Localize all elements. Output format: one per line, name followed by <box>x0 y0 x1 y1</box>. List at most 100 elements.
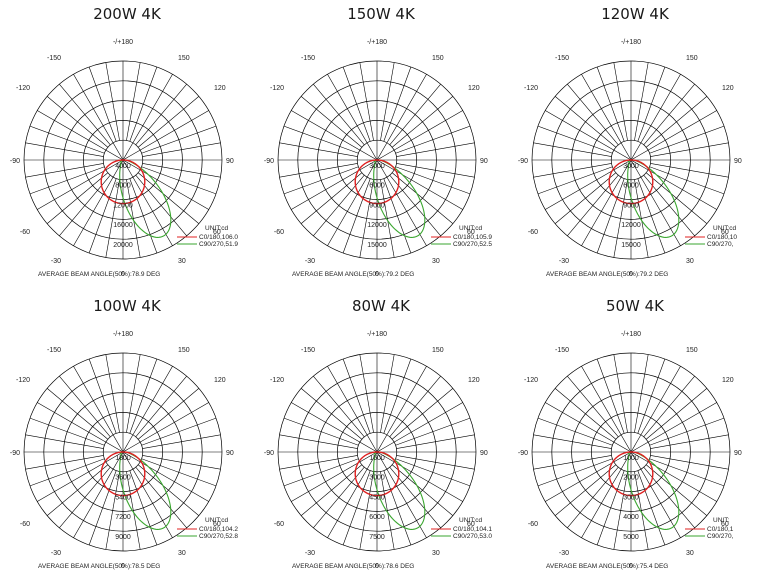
angle-label: 30 <box>432 258 440 265</box>
grid-spoke <box>376 402 463 453</box>
angle-label: -60 <box>528 229 538 236</box>
grid-spoke <box>634 62 649 141</box>
series-c0-curve <box>354 451 400 497</box>
grid-spoke <box>37 402 124 453</box>
legend-entry: C90/270,51.9 <box>199 241 238 248</box>
grid-spoke <box>383 358 412 434</box>
series-c0-curve <box>608 159 654 205</box>
radial-tick-label: 15000 <box>367 242 387 249</box>
grid-spoke <box>637 178 666 254</box>
grid-spoke <box>391 464 454 516</box>
grid-spoke <box>545 110 632 161</box>
angle-label: 90 <box>734 158 742 165</box>
polar-plot: -/+180 150 120 90 60 30 0 -30 -60 -90 -120 -150 1500… <box>264 331 493 570</box>
grid-spoke <box>300 96 363 148</box>
angle-label: -/+180 <box>621 39 641 46</box>
grid-spoke <box>376 366 427 453</box>
grid-spoke <box>300 464 363 516</box>
polar-plot: -/+180 150 120 90 60 30 0 -30 -60 -90 -120 -150 1000… <box>518 331 742 570</box>
grid-spoke <box>650 163 729 178</box>
radial-tick-label: 3000 <box>623 494 639 501</box>
angle-label: -150 <box>47 347 61 354</box>
grid-spoke <box>129 178 158 254</box>
legend-entry: C90/270,52.8 <box>199 533 238 540</box>
grid-spoke <box>596 358 625 434</box>
angle-label: -150 <box>301 55 315 62</box>
angle-label: -30 <box>305 550 315 557</box>
grid-spoke <box>376 74 427 161</box>
beam-angle-footer: AVERAGE BEAM ANGLE(50%):78.9 DEG <box>38 271 160 278</box>
polar-plot: -/+180 150 120 90 60 30 0 -30 -60 -90 -120 -150 3000… <box>264 39 493 278</box>
grid-spoke <box>650 142 729 157</box>
legend-entry: C90/270,53.0 <box>453 533 492 540</box>
grid-spoke <box>630 451 681 538</box>
angle-label: 90 <box>734 450 742 457</box>
grid-spoke <box>327 159 378 246</box>
grid-spoke <box>88 178 117 254</box>
grid-spoke <box>29 125 105 154</box>
beam-angle-footer: AVERAGE BEAM ANGLE(50%):75.4 DEG <box>546 563 668 570</box>
chart-title: 200W 4K <box>93 5 161 23</box>
chart-title: 120W 4K <box>601 5 669 23</box>
grid-spoke <box>105 354 120 433</box>
grid-spoke <box>391 96 454 148</box>
grid-spoke <box>46 464 109 516</box>
angle-label: 0 <box>629 563 633 570</box>
grid-spoke <box>554 464 617 516</box>
grid-spoke <box>359 179 374 258</box>
radial-tick-label: 4000 <box>115 163 131 170</box>
polar-chart-panel: 150W 4K -/+180 150 120 90 60 30 0 -30 -60 -90 -120-… <box>254 0 508 292</box>
angle-label: -90 <box>518 158 528 165</box>
grid-spoke <box>650 434 729 449</box>
grid-spoke <box>25 455 104 470</box>
radial-tick-label: 3000 <box>623 163 639 170</box>
grid-spoke <box>389 83 441 146</box>
grid-spoke <box>313 375 365 438</box>
grid-spoke <box>359 471 374 550</box>
series-c0-curve <box>100 159 146 205</box>
angle-label: -/+180 <box>367 39 387 46</box>
angle-label: 30 <box>686 550 694 557</box>
grid-spoke <box>142 142 221 157</box>
legend-entry: C90/270, <box>707 533 734 540</box>
grid-spoke <box>630 159 681 246</box>
grid-spoke <box>395 166 471 195</box>
grid-spoke <box>359 62 374 141</box>
grid-spoke <box>141 417 217 446</box>
angle-label: -120 <box>16 85 30 92</box>
beam-angle-footer: AVERAGE BEAM ANGLE(50%):78.5 DEG <box>38 563 160 570</box>
grid-spoke <box>613 354 628 433</box>
grid-spoke <box>643 466 695 529</box>
radial-tick-label: 1500 <box>369 455 385 462</box>
grid-spoke <box>596 470 625 546</box>
angle-label: -/+180 <box>367 331 387 338</box>
grid-spoke <box>645 96 708 148</box>
polar-plot: -/+180 150 120 90 60 30 0 -30 -60 -90 -120 -150 1800… <box>10 331 239 570</box>
grid-spoke <box>46 172 109 224</box>
angle-label: -150 <box>555 55 569 62</box>
grid-spoke <box>46 388 109 440</box>
grid-spoke <box>634 471 649 550</box>
grid-spoke <box>291 159 378 210</box>
grid-spoke <box>327 74 378 161</box>
grid-spoke <box>122 159 209 210</box>
grid-spoke <box>126 179 141 258</box>
grid-spoke <box>630 74 681 161</box>
grid-spoke <box>581 366 632 453</box>
series-c90-curve <box>119 451 172 530</box>
grid-spoke <box>142 163 221 178</box>
radial-tick-label: 8000 <box>115 183 131 190</box>
angle-label: 120 <box>214 377 226 384</box>
grid-spoke <box>73 74 124 161</box>
radial-tick-label: 12000 <box>621 222 641 229</box>
angle-label: 150 <box>178 347 190 354</box>
angle-label: 30 <box>178 550 186 557</box>
legend-entry: C0/180,104.2 <box>199 526 238 533</box>
angle-label: 120 <box>722 377 734 384</box>
grid-spoke <box>88 470 117 546</box>
grid-spoke <box>396 434 475 449</box>
angle-label: -90 <box>264 450 274 457</box>
angle-label: -90 <box>264 158 274 165</box>
grid-spoke <box>567 375 619 438</box>
polar-chart-panel: 80W 4K -/+180 150 120 90 60 30 0 -30 -60 -90 -120 -1… <box>254 292 508 584</box>
